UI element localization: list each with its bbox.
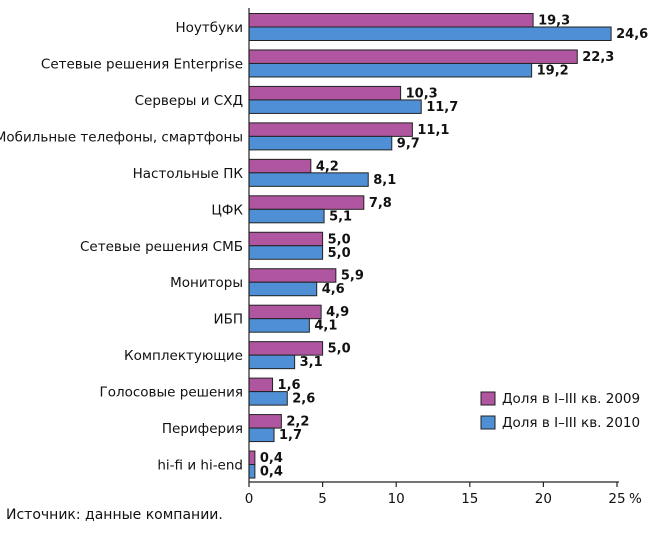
bar-series2 (248, 135, 393, 151)
x-unit-label: % (629, 491, 642, 507)
x-tick-label: 25 (608, 491, 625, 507)
data-label: 5,9 (341, 269, 364, 284)
bar-series2 (248, 427, 275, 443)
category-label: Сетевые решения Enterprise (41, 56, 243, 72)
data-label: 4,2 (316, 159, 339, 174)
category-label: ЦФК (211, 202, 243, 218)
data-label: 4,6 (322, 282, 345, 297)
x-tick-label: 10 (388, 491, 405, 507)
data-label: 9,7 (397, 136, 420, 151)
category-label: Настольные ПК (133, 166, 244, 182)
data-label: 2,2 (286, 415, 309, 430)
data-label: 0,4 (260, 465, 283, 480)
category-label: Мобильные телефоны, смартфоны (0, 129, 243, 145)
bar-series1 (248, 122, 413, 137)
data-label: 22,3 (582, 50, 614, 65)
category-label: Сетевые решения СМБ (80, 239, 243, 255)
bar-series2 (248, 26, 612, 41)
data-label: 5,0 (328, 246, 351, 261)
bar-series1 (248, 231, 324, 247)
x-tick-label: 0 (245, 491, 254, 507)
data-label: 1,6 (278, 378, 301, 393)
bar-series1 (248, 304, 322, 320)
bar-series1 (248, 85, 402, 101)
bar-series1 (248, 158, 312, 174)
bar-series1 (248, 49, 578, 64)
legend-swatch (480, 415, 496, 430)
data-label: 5,0 (328, 232, 351, 247)
bar-series1 (248, 377, 274, 393)
data-label: 11,1 (417, 123, 449, 138)
bar-series1 (248, 450, 256, 466)
data-label: 19,2 (537, 63, 569, 78)
category-label: hi-fi и hi-end (157, 458, 243, 474)
category-label: Серверы и СХД (135, 93, 243, 109)
x-tick-label: 5 (318, 491, 327, 507)
bar-series2 (248, 99, 422, 114)
category-label: Периферия (162, 421, 243, 437)
legend-label: Доля в I–III кв. 2009 (502, 391, 640, 407)
bar-series1 (248, 268, 337, 283)
data-label: 10,3 (406, 86, 438, 101)
category-label: Мониторы (170, 275, 243, 291)
data-label: 5,0 (328, 342, 351, 357)
bar-series2 (248, 172, 369, 187)
data-label: 24,6 (616, 27, 648, 42)
data-label: 2,6 (292, 392, 315, 407)
bar-series1 (248, 414, 282, 429)
bar-series2 (248, 354, 296, 370)
bar-series2 (248, 62, 533, 78)
category-label: ИБП (213, 312, 243, 328)
data-label: 8,1 (373, 173, 396, 188)
bar-series2 (248, 464, 256, 479)
data-label: 1,7 (279, 428, 302, 443)
bar-series2 (248, 318, 310, 333)
legend-label: Доля в I–III кв. 2010 (502, 415, 640, 431)
x-tick-label: 15 (461, 491, 478, 507)
data-label: 11,7 (426, 100, 458, 115)
source-note: Источник: данные компании. (6, 507, 223, 523)
bar-series1 (248, 341, 324, 356)
bar-series2 (248, 391, 288, 406)
bar-series2 (248, 208, 325, 224)
data-label: 0,4 (260, 451, 283, 466)
data-label: 5,1 (329, 209, 352, 224)
data-label: 3,1 (300, 355, 323, 370)
category-label: Ноутбуки (175, 20, 243, 36)
x-tick-label: 20 (535, 491, 552, 507)
data-label: 4,1 (314, 319, 337, 334)
category-label: Комплектующие (124, 348, 243, 364)
bar-series2 (248, 245, 324, 260)
data-label: 7,8 (369, 196, 392, 211)
bar-series1 (248, 195, 365, 210)
category-label: Голосовые решения (99, 385, 243, 401)
data-label: 19,3 (538, 14, 570, 29)
bar-series2 (248, 281, 318, 297)
legend-swatch (480, 391, 496, 406)
data-label: 4,9 (326, 305, 349, 320)
bar-series1 (248, 13, 534, 28)
